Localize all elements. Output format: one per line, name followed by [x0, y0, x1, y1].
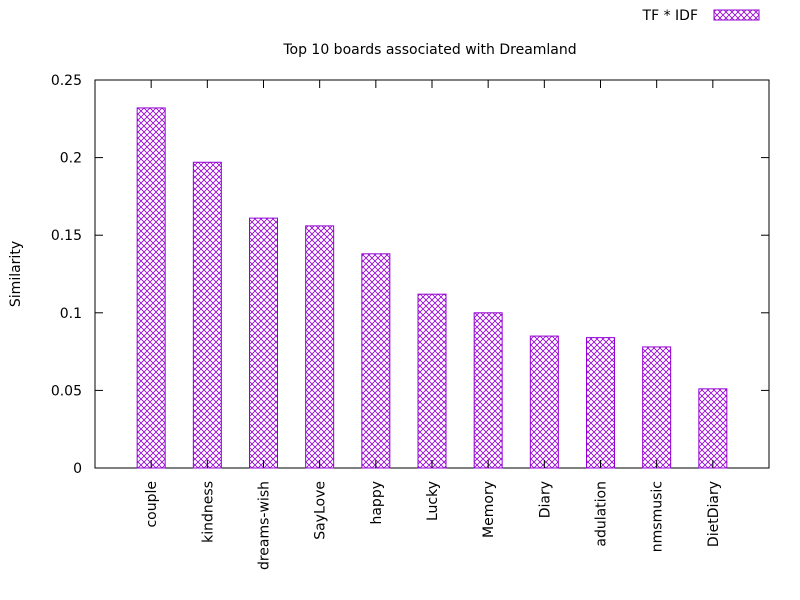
bar-dreams-wish	[249, 217, 278, 469]
x-axis: couple kindness dreams-wish SayLove happy Luc…	[144, 80, 722, 570]
x-tick-label-lucky: Lucky	[425, 481, 441, 521]
x-tick-label-couple: couple	[144, 481, 160, 528]
bar-happy	[361, 253, 391, 469]
bar-memory	[473, 312, 503, 469]
y-tick-label: 0.15	[51, 228, 82, 244]
y-tick-label: 0.25	[51, 73, 82, 89]
legend-swatch	[713, 9, 760, 21]
bar-kindness	[192, 161, 222, 469]
y-tick-label: 0.2	[60, 151, 82, 167]
x-tick-label-kindness: kindness	[200, 481, 216, 543]
x-tick-label-dreams-wish: dreams-wish	[257, 481, 273, 570]
x-tick-label-diary: Diary	[537, 481, 553, 518]
y-tick-label: 0.1	[60, 306, 82, 322]
bars	[136, 107, 728, 469]
legend: TF * IDF	[642, 8, 760, 24]
x-tick-label-dietdiary: DietDiary	[706, 481, 722, 547]
legend-label: TF * IDF	[642, 8, 698, 24]
y-tick-label: 0	[73, 461, 82, 477]
bar-saylove	[305, 225, 335, 469]
bar-dietdiary	[698, 388, 728, 469]
bar-lucky	[417, 293, 447, 469]
y-axis-label: Similarity	[8, 241, 24, 307]
bar-adulation	[586, 337, 615, 469]
x-tick-label-memory: Memory	[481, 481, 497, 538]
y-axis: 0 0.05 0.1 0.15 0.2 0.25	[51, 73, 769, 477]
x-tick-label-nmsmusic: nmsmusic	[650, 481, 666, 552]
bar-diary	[529, 335, 559, 469]
y-tick-label: 0.05	[51, 383, 82, 399]
x-tick-label-happy: happy	[369, 481, 385, 525]
x-tick-label-saylove: SayLove	[313, 481, 329, 540]
chart-title: Top 10 boards associated with Dreamland	[282, 42, 576, 58]
bar-couple	[136, 107, 166, 469]
bar-nmsmusic	[642, 346, 672, 469]
x-tick-label-adulation: adulation	[594, 481, 610, 547]
